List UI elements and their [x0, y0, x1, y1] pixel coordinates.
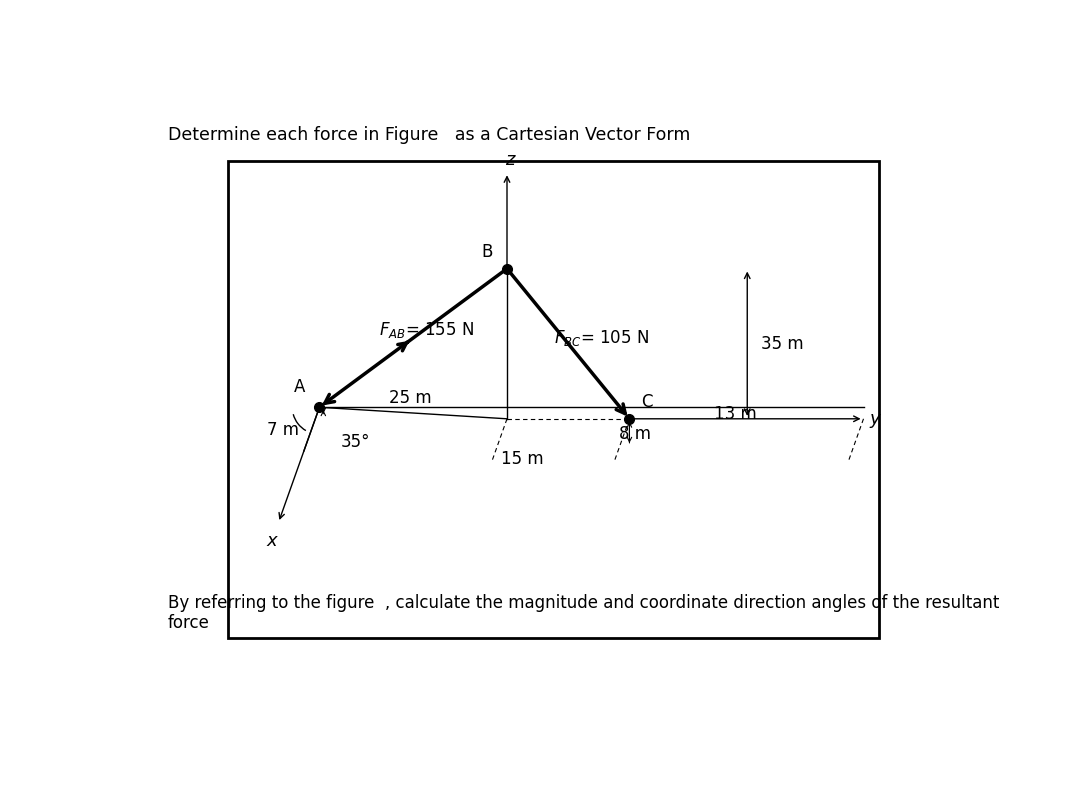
Text: B: B	[482, 243, 494, 261]
Bar	[228, 161, 879, 638]
Text: z: z	[505, 150, 515, 169]
Text: 35°: 35°	[340, 433, 369, 451]
Text: 35 m: 35 m	[761, 335, 804, 353]
Text: 25 m: 25 m	[389, 390, 431, 407]
Text: y: y	[869, 409, 880, 428]
Text: force: force	[167, 614, 210, 631]
Text: A: A	[294, 378, 306, 396]
Text: 15 m: 15 m	[501, 450, 544, 467]
Text: $F_{AB}$= 155 N: $F_{AB}$= 155 N	[379, 320, 474, 340]
Text: 8 m: 8 m	[619, 425, 651, 443]
Text: 13 m: 13 m	[714, 405, 757, 423]
Text: By referring to the figure  , calculate the magnitude and coordinate direction a: By referring to the figure , calculate t…	[167, 594, 999, 611]
Text: $F_{BC}$= 105 N: $F_{BC}$= 105 N	[554, 328, 649, 348]
Text: x: x	[267, 532, 278, 550]
Text: Determine each force in Figure   as a Cartesian Vector Form: Determine each force in Figure as a Cart…	[167, 126, 690, 144]
Text: C: C	[642, 393, 652, 411]
Text: 7 m: 7 m	[268, 421, 299, 440]
